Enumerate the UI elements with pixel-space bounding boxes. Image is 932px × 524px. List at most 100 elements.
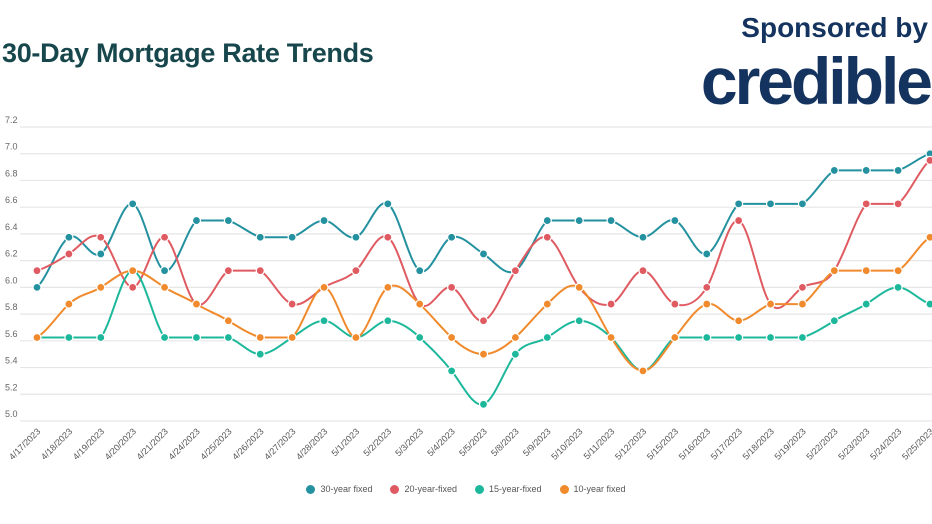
data-point	[128, 266, 138, 276]
data-point	[702, 282, 712, 292]
data-point	[702, 299, 712, 309]
data-point	[542, 215, 552, 226]
data-point	[829, 316, 839, 326]
data-point	[128, 199, 138, 209]
data-point	[159, 266, 170, 276]
data-point	[287, 332, 297, 343]
data-point	[574, 316, 584, 326]
x-tick-label: 5/8/2023	[489, 426, 521, 458]
data-point	[734, 215, 744, 226]
data-point	[542, 332, 552, 343]
legend-label: 30-year fixed	[320, 484, 373, 494]
data-point	[383, 282, 393, 292]
data-point	[893, 266, 903, 276]
series-line-0	[36, 152, 931, 289]
data-point	[96, 282, 106, 292]
data-point	[829, 165, 839, 176]
data-point	[574, 215, 584, 226]
legend-marker	[559, 484, 569, 494]
x-tick-label: 4/26/2023	[230, 426, 265, 461]
page-title: 30-Day Mortgage Rate Trends	[2, 38, 374, 68]
data-point	[829, 266, 839, 276]
data-point	[287, 232, 297, 242]
x-tick-label: 5/12/2023	[613, 426, 648, 461]
data-point	[510, 332, 520, 343]
data-point	[478, 349, 489, 359]
y-tick-label: 5.6	[5, 329, 18, 339]
legend-item-20-year[interactable]: 20-year-fixed	[390, 484, 457, 494]
data-point	[383, 232, 393, 242]
x-tick-label: 5/18/2023	[741, 426, 776, 461]
legend-label: 10-year fixed	[573, 484, 626, 494]
y-tick-label: 5.2	[5, 382, 18, 392]
x-tick-label: 4/17/2023	[7, 426, 42, 461]
data-point	[223, 215, 233, 226]
data-point	[510, 266, 520, 276]
data-point	[861, 165, 871, 176]
credible-logo: credible	[700, 44, 932, 118]
y-tick-label: 7.0	[5, 142, 18, 152]
data-point	[383, 199, 393, 209]
x-tick-label: 4/28/2023	[294, 426, 329, 461]
data-point	[765, 299, 776, 309]
data-point	[574, 282, 584, 292]
x-tick-label: 5/4/2023	[425, 426, 457, 458]
legend-label: 20-year-fixed	[404, 484, 457, 494]
data-point	[734, 199, 744, 209]
data-point	[670, 215, 680, 226]
data-point	[319, 215, 329, 226]
x-tick-label: 5/3/2023	[393, 426, 425, 458]
data-point	[96, 249, 106, 259]
data-point	[765, 199, 776, 209]
data-point	[638, 366, 648, 376]
legend-marker	[475, 484, 484, 494]
data-point	[606, 332, 616, 343]
data-point	[128, 282, 138, 292]
data-point	[415, 299, 425, 309]
data-point	[64, 232, 74, 242]
data-point	[351, 332, 361, 343]
data-point	[925, 155, 932, 166]
data-point	[32, 332, 42, 343]
data-point	[319, 282, 329, 292]
x-tick-label: 4/27/2023	[262, 426, 297, 461]
legend-item-10-year[interactable]: 10-year fixed	[559, 484, 626, 494]
data-point	[861, 266, 871, 276]
data-point	[638, 266, 648, 276]
x-tick-label: 5/25/2023	[900, 426, 932, 461]
data-point	[96, 232, 106, 242]
data-point	[670, 299, 680, 309]
x-tick-label: 5/5/2023	[457, 426, 489, 458]
data-point	[223, 266, 233, 276]
data-point	[606, 299, 616, 309]
x-tick-label: 5/24/2023	[868, 426, 903, 461]
data-point	[670, 332, 680, 343]
x-tick-label: 5/1/2023	[329, 426, 361, 458]
x-tick-label: 5/17/2023	[709, 426, 744, 461]
data-point	[765, 332, 776, 343]
data-point	[478, 399, 489, 409]
x-tick-label: 5/10/2023	[549, 426, 584, 461]
legend-item-30-year[interactable]: 30-year fixed	[306, 484, 372, 494]
legend-marker	[306, 484, 316, 494]
y-tick-label: 6.0	[5, 275, 18, 285]
data-point	[702, 249, 712, 259]
data-point	[96, 332, 106, 343]
data-point	[447, 332, 457, 343]
data-point	[287, 299, 297, 309]
data-point	[606, 215, 616, 226]
data-point	[64, 332, 74, 343]
x-tick-label: 5/19/2023	[772, 426, 807, 461]
data-point	[351, 266, 361, 276]
y-tick-label: 6.6	[5, 195, 18, 205]
data-point	[797, 282, 808, 292]
x-tick-label: 4/25/2023	[198, 426, 233, 461]
data-point	[64, 299, 74, 309]
data-point	[159, 332, 170, 343]
x-tick-label: 5/23/2023	[836, 426, 871, 461]
data-point	[797, 299, 808, 309]
data-point	[797, 332, 808, 343]
legend-item-15-year[interactable]: 15-year-fixed	[475, 484, 542, 494]
y-tick-label: 5.0	[5, 409, 18, 419]
